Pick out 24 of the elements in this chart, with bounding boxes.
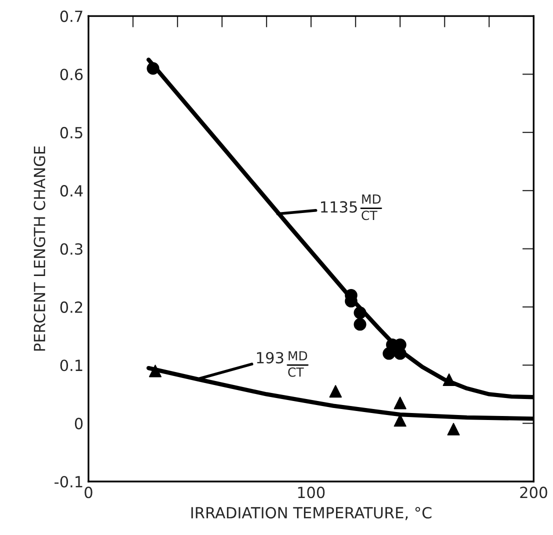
y-tick-label: 0.5 bbox=[60, 126, 82, 138]
y-tick-label: 0.7 bbox=[60, 10, 82, 22]
y-tick-label: 0.3 bbox=[60, 243, 82, 255]
x-tick-label: 100 bbox=[298, 486, 325, 498]
y-axis-title: PERCENT LENGTH CHANGE bbox=[34, 146, 46, 351]
annotation: CT bbox=[288, 367, 304, 377]
y-tick-label: 0.4 bbox=[60, 185, 83, 197]
y-tick-label: 0 bbox=[74, 418, 83, 430]
y-tick-label: 0.2 bbox=[60, 301, 82, 313]
point bbox=[394, 396, 406, 410]
annotation: MD bbox=[362, 194, 381, 204]
annotation: 1135 bbox=[321, 201, 357, 213]
point bbox=[447, 422, 460, 436]
annotation: CT bbox=[362, 210, 378, 220]
annotation: 193 bbox=[257, 352, 284, 364]
x-axis-title: IRRADIATION TEMPERATURE, °C bbox=[191, 506, 432, 520]
y-tick-label: 0.6 bbox=[60, 68, 83, 80]
x-tick-label: 200 bbox=[520, 486, 548, 498]
point bbox=[329, 385, 342, 398]
annotation: MD bbox=[288, 351, 308, 360]
y-tick-label: 0.1 bbox=[60, 360, 82, 372]
point bbox=[354, 318, 366, 331]
x-tick-label: 0 bbox=[84, 486, 92, 498]
y-tick-label: -0.1 bbox=[54, 476, 82, 488]
